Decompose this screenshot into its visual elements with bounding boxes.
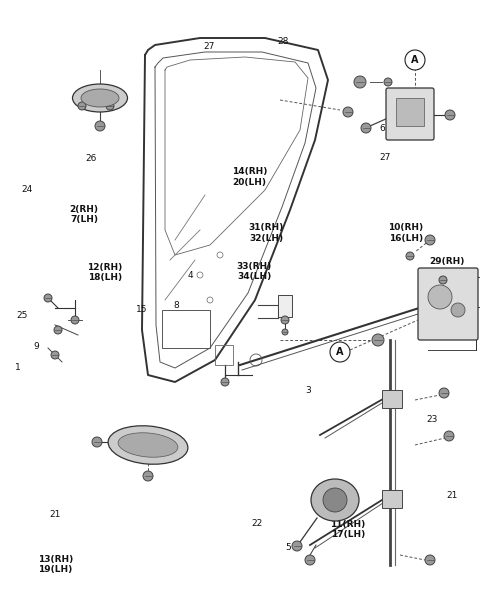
Text: 21: 21 <box>446 492 458 500</box>
Text: A: A <box>336 347 344 357</box>
Circle shape <box>354 76 366 88</box>
Circle shape <box>54 326 62 334</box>
Circle shape <box>372 334 384 346</box>
Text: 27: 27 <box>203 43 215 51</box>
Circle shape <box>439 276 447 284</box>
Text: 25: 25 <box>16 312 27 320</box>
Circle shape <box>106 102 114 110</box>
Text: 12(RH)
18(LH): 12(RH) 18(LH) <box>87 263 122 282</box>
Circle shape <box>406 252 414 260</box>
Bar <box>162 310 210 348</box>
Circle shape <box>282 329 288 335</box>
Text: 10(RH)
16(LH): 10(RH) 16(LH) <box>388 223 423 243</box>
Text: A: A <box>411 55 419 65</box>
Ellipse shape <box>81 89 119 107</box>
Text: 29(RH)
30(LH): 29(RH) 30(LH) <box>430 257 465 277</box>
Text: 9: 9 <box>33 342 39 351</box>
Circle shape <box>425 235 435 245</box>
Ellipse shape <box>72 84 128 112</box>
Bar <box>215 345 233 365</box>
Text: 24: 24 <box>22 185 33 193</box>
Text: 6: 6 <box>379 124 385 132</box>
FancyBboxPatch shape <box>386 88 434 140</box>
Text: 23: 23 <box>426 415 438 424</box>
Circle shape <box>92 437 102 447</box>
Text: 21: 21 <box>49 510 61 518</box>
Circle shape <box>143 471 153 481</box>
Ellipse shape <box>108 426 188 464</box>
FancyBboxPatch shape <box>418 268 478 340</box>
Text: 8: 8 <box>174 301 180 309</box>
Circle shape <box>384 78 392 86</box>
Text: 14(RH)
20(LH): 14(RH) 20(LH) <box>232 167 267 187</box>
Circle shape <box>330 342 350 362</box>
Circle shape <box>405 50 425 70</box>
Text: 31(RH)
32(LH): 31(RH) 32(LH) <box>249 223 284 243</box>
Circle shape <box>361 123 371 133</box>
Text: 2(RH)
7(LH): 2(RH) 7(LH) <box>70 205 98 224</box>
Text: 3: 3 <box>305 386 311 395</box>
Text: 27: 27 <box>379 153 391 162</box>
Circle shape <box>51 351 59 359</box>
Text: 5: 5 <box>286 543 291 551</box>
Circle shape <box>78 102 86 110</box>
Ellipse shape <box>118 432 178 458</box>
Bar <box>382 490 402 508</box>
Circle shape <box>221 378 229 386</box>
Bar <box>382 390 402 408</box>
Bar <box>396 98 424 126</box>
Text: 33(RH)
34(LH): 33(RH) 34(LH) <box>237 262 272 281</box>
Ellipse shape <box>311 479 359 521</box>
Circle shape <box>451 303 465 317</box>
Circle shape <box>95 121 105 131</box>
Circle shape <box>281 316 289 324</box>
Text: 26: 26 <box>85 154 97 163</box>
Text: 11(RH)
17(LH): 11(RH) 17(LH) <box>330 520 365 539</box>
Circle shape <box>343 107 353 117</box>
Text: 13(RH)
19(LH): 13(RH) 19(LH) <box>37 554 73 574</box>
Text: 15: 15 <box>136 306 147 314</box>
Circle shape <box>305 555 315 565</box>
Circle shape <box>425 555 435 565</box>
Circle shape <box>71 316 79 324</box>
Circle shape <box>323 488 347 512</box>
Bar <box>278 295 292 317</box>
Text: 28: 28 <box>277 37 289 46</box>
Circle shape <box>428 285 452 309</box>
Text: 1: 1 <box>15 363 21 371</box>
Text: 4: 4 <box>187 271 193 280</box>
Circle shape <box>439 388 449 398</box>
Circle shape <box>292 541 302 551</box>
Text: 22: 22 <box>251 519 263 528</box>
Circle shape <box>445 110 455 120</box>
Circle shape <box>44 294 52 302</box>
Circle shape <box>444 431 454 441</box>
